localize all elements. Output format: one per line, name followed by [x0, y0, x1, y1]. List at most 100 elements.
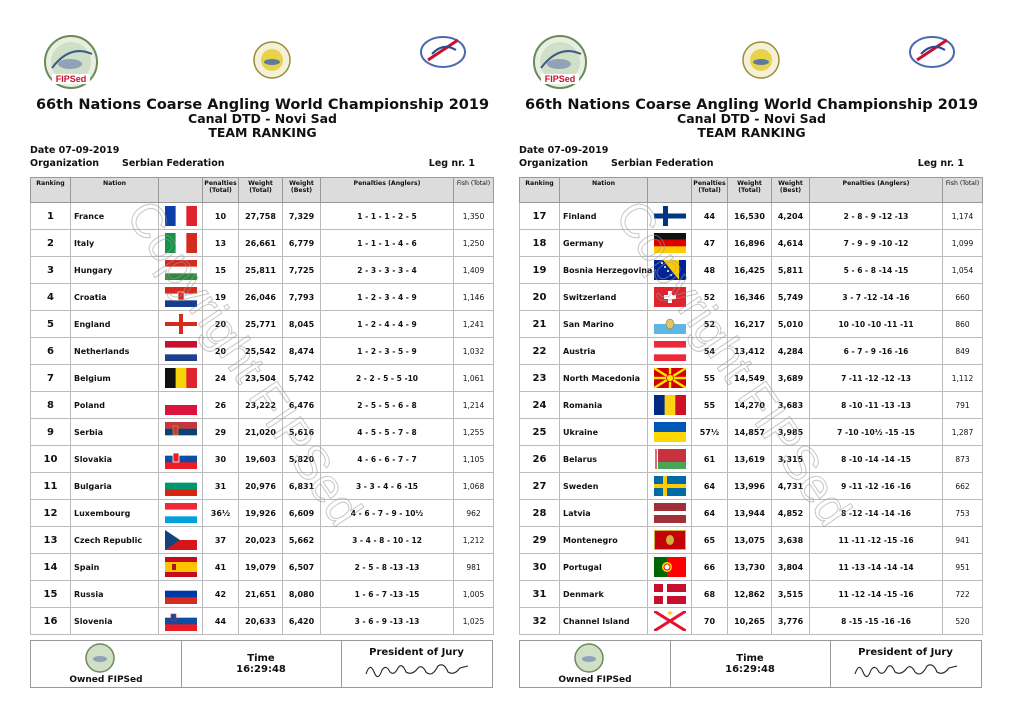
nation-cell: Croatia	[70, 283, 159, 311]
rank-cell: 23	[519, 364, 560, 392]
weight-total-cell: 27,758	[238, 202, 283, 230]
fipsed-logo-text: FIPSed	[56, 74, 87, 84]
table-row: 24 Romania 55 14,270 3,683 8 -10 -11 -13 -13 7…	[519, 391, 983, 419]
nation-cell: Romania	[559, 391, 648, 419]
flag-cell	[158, 607, 203, 635]
weight-total-cell: 13,619	[727, 445, 772, 473]
championship-title: 66th Nations Coarse Angling World Champi…	[35, 97, 490, 113]
penalties-anglers-cell: 9 -11 -12 -16 -16	[809, 472, 943, 500]
weight-total-cell: 13,075	[727, 526, 772, 554]
penalties-anglers-cell: 4 - 6 - 7 - 9 - 10½	[320, 499, 454, 527]
footer-time-cell: Time 16:29:48	[181, 641, 342, 687]
nation-cell: Latvia	[559, 499, 648, 527]
nation-cell: Italy	[70, 229, 159, 257]
cipss-logo-icon	[909, 36, 955, 68]
flag-cell	[647, 445, 692, 473]
france-flag-icon	[164, 206, 197, 226]
footer-jury-cell: President of Jury	[341, 641, 492, 687]
weight-total-cell: 25,811	[238, 256, 283, 284]
fish-total-cell: 1,214	[453, 391, 494, 419]
penalties-anglers-cell: 1 - 2 - 3 - 4 - 9	[320, 283, 454, 311]
fish-total-cell: 1,174	[942, 202, 983, 230]
penalties-anglers-cell: 8 -10 -14 -14 -15	[809, 445, 943, 473]
flag-cell	[647, 283, 692, 311]
nation-cell: Finland	[559, 202, 648, 230]
nation-cell: Belarus	[559, 445, 648, 473]
finland-flag-icon	[653, 206, 686, 226]
weight-best-cell: 4,614	[771, 229, 810, 257]
ranking-sheet-right: FIPSed 66th Nations Coarse Angling World…	[519, 0, 984, 713]
nation-cell: Russia	[70, 580, 159, 608]
federation-logo-icon	[253, 41, 291, 79]
flag-cell	[158, 310, 203, 338]
penalties-anglers-cell: 2 - 5 - 8 -13 -13	[320, 553, 454, 581]
footer: Owned FIPSed Time 16:29:48 President of …	[519, 640, 982, 688]
slovenia-flag-icon	[164, 611, 197, 631]
penalties-anglers-cell: 11 -13 -14 -14 -14	[809, 553, 943, 581]
table-row: 26 Belarus 61 13,619 3,315 8 -10 -14 -14 -15 8…	[519, 445, 983, 473]
fish-total-cell: 1,212	[453, 526, 494, 554]
rank-cell: 10	[30, 445, 71, 473]
owned-label: Owned FIPSed	[558, 675, 632, 685]
fish-total-cell: 1,112	[942, 364, 983, 392]
fipsed-small-logo-icon	[574, 643, 604, 673]
table-row: 5 England 20 25,771 8,045 1 - 2 - 4 - 4 - 9 1,…	[30, 310, 494, 338]
flag-cell	[158, 256, 203, 284]
penalties-total-cell: 19	[202, 283, 239, 311]
fish-total-cell: 1,105	[453, 445, 494, 473]
flag-cell	[158, 364, 203, 392]
venue-title: Canal DTD - Novi Sad	[188, 111, 337, 126]
flag-cell	[647, 607, 692, 635]
penalties-total-cell: 68	[691, 580, 728, 608]
weight-best-cell: 6,507	[282, 553, 321, 581]
col-fish-total: Fish (Total)	[942, 177, 983, 203]
czech-flag-icon	[164, 530, 197, 550]
ranking-sheet-left: FIPSed 66th Nations Coarse Angling World…	[30, 0, 495, 713]
col-weight-total: Weight (Total)	[727, 177, 772, 203]
penalties-anglers-cell: 2 - 3 - 3 - 3 - 4	[320, 256, 454, 284]
weight-best-cell: 5,742	[282, 364, 321, 392]
penalties-total-cell: 64	[691, 499, 728, 527]
weight-total-cell: 25,542	[238, 337, 283, 365]
organization-value: Serbian Federation	[122, 158, 225, 169]
footer-owned-cell: Owned FIPSed	[520, 641, 671, 687]
hungary-flag-icon	[164, 260, 197, 280]
table-row: 9 Serbia 29 21,020 5,616 4 - 5 - 5 - 7 - 8 1,2…	[30, 418, 494, 446]
nation-cell: England	[70, 310, 159, 338]
table-row: 11 Bulgaria 31 20,976 6,831 3 - 3 - 4 - 6 -15…	[30, 472, 494, 500]
denmark-flag-icon	[653, 584, 686, 604]
rank-cell: 9	[30, 418, 71, 446]
rank-cell: 28	[519, 499, 560, 527]
fipsed-small-logo-icon	[85, 643, 115, 673]
weight-total-cell: 26,046	[238, 283, 283, 311]
logos-row: FIPSed	[519, 34, 984, 94]
serbia-flag-icon	[164, 422, 197, 442]
penalties-total-cell: 66	[691, 553, 728, 581]
nation-cell: France	[70, 202, 159, 230]
jury-signature-icon	[364, 664, 468, 678]
fish-total-cell: 951	[942, 553, 983, 581]
date-label: Date 07-09-2019	[30, 145, 120, 156]
rank-cell: 31	[519, 580, 560, 608]
weight-total-cell: 16,530	[727, 202, 772, 230]
table-header-row: Ranking Nation Penalties (Total) Weight …	[519, 177, 983, 203]
austria-flag-icon	[653, 341, 686, 361]
penalties-anglers-cell: 3 - 3 - 4 - 6 -15	[320, 472, 454, 500]
page-title: 66th Nations Coarse Angling World Champi…	[519, 98, 984, 140]
weight-best-cell: 7,725	[282, 256, 321, 284]
ranking-table: Ranking Nation Penalties (Total) Weight …	[519, 177, 983, 635]
flag-cell	[158, 418, 203, 446]
switzerland-flag-icon	[653, 287, 686, 307]
fish-total-cell: 941	[942, 526, 983, 554]
rank-cell: 12	[30, 499, 71, 527]
flag-cell	[647, 229, 692, 257]
col-ranking: Ranking	[519, 177, 560, 203]
weight-best-cell: 8,474	[282, 337, 321, 365]
weight-total-cell: 21,651	[238, 580, 283, 608]
bulgaria-flag-icon	[164, 476, 197, 496]
flag-cell	[647, 526, 692, 554]
weight-best-cell: 5,662	[282, 526, 321, 554]
portugal-flag-icon	[653, 557, 686, 577]
fish-total-cell: 1,287	[942, 418, 983, 446]
col-ranking: Ranking	[30, 177, 71, 203]
